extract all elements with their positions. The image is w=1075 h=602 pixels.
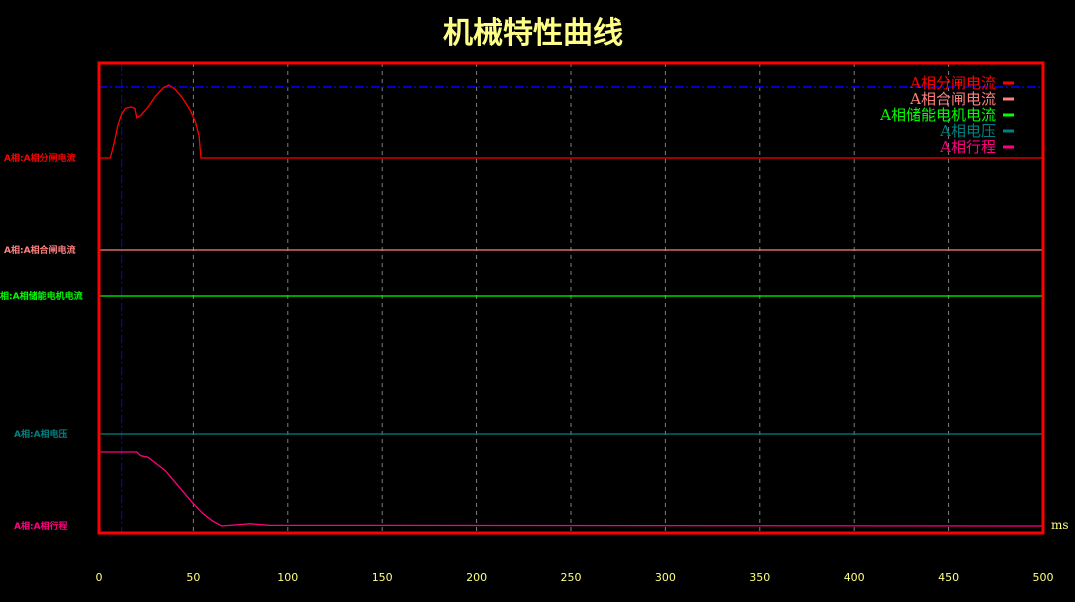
channel-label: A相:A相合闸电流: [4, 244, 76, 256]
x-tick-label: 250: [561, 571, 582, 584]
chart-title: 机械特性曲线: [443, 16, 623, 51]
x-tick-label: 0: [96, 571, 103, 584]
channel-label: 相:A相储能电机电流: [0, 290, 83, 302]
x-tick-label: 200: [466, 571, 487, 584]
x-tick-label: 300: [655, 571, 676, 584]
legend-label: A相合闸电流: [909, 90, 996, 108]
legend-label: A相分闸电流: [909, 74, 996, 92]
series-line: [99, 84, 1043, 159]
x-tick-label: 100: [277, 571, 298, 584]
legend-label: A相电压: [939, 122, 996, 140]
x-tick-label: 400: [844, 571, 865, 584]
channel-label: A相:A相行程: [14, 520, 68, 532]
channel-label: A相:A相电压: [14, 428, 68, 440]
x-unit-label: ms: [1051, 518, 1069, 532]
x-tick-label: 50: [186, 571, 200, 584]
legend-label: A相储能电机电流: [879, 106, 996, 124]
channel-label: A相:A相分闸电流: [4, 152, 76, 164]
x-tick-label: 500: [1033, 571, 1054, 584]
x-tick-label: 350: [749, 571, 770, 584]
x-tick-label: 450: [938, 571, 959, 584]
series-line: [99, 451, 1044, 527]
x-tick-label: 150: [372, 571, 393, 584]
plot-frame: [97, 61, 1045, 535]
legend-label: A相行程: [939, 138, 996, 156]
